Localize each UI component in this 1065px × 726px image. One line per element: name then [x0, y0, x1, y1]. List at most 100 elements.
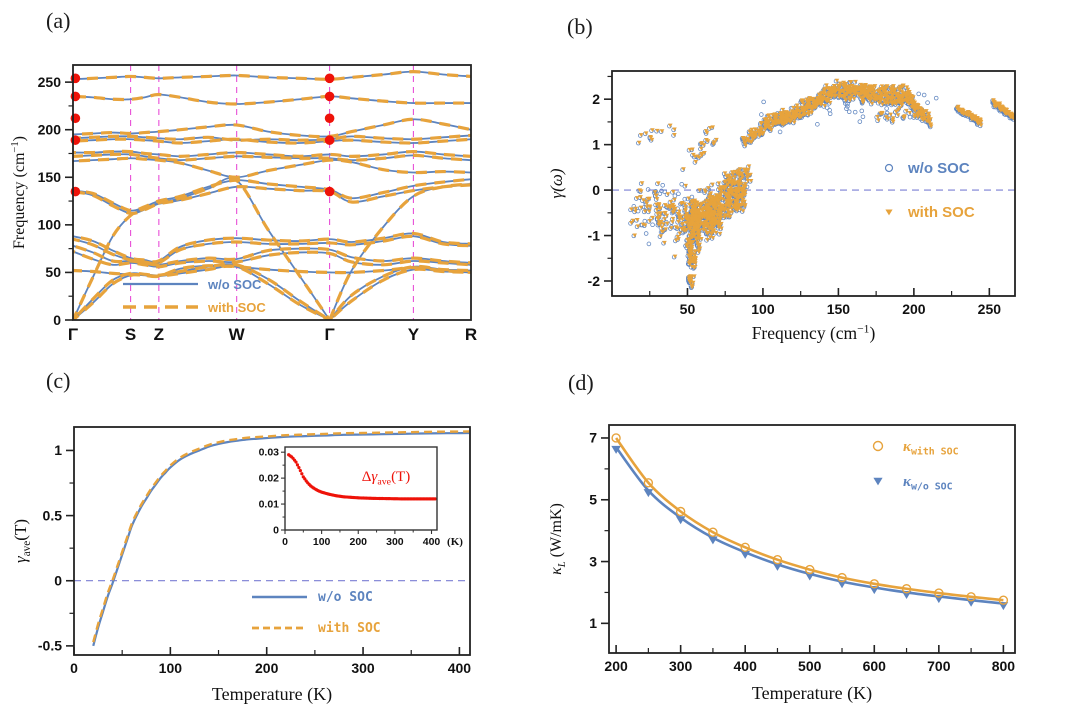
legend-marker-wo-soc: [873, 477, 883, 486]
inset-x-unit: (K): [447, 536, 463, 548]
kpoint-label: W: [229, 325, 246, 344]
panel-c-curves: [92, 430, 470, 647]
band-with-soc: [73, 183, 471, 216]
legend-marker-wo-soc: [884, 163, 894, 173]
y-tick-label: 1: [592, 136, 600, 152]
marker-circle-with-soc: [643, 478, 654, 488]
inset-x-tick-label: 400: [423, 536, 441, 548]
y-tick-label: -0.5: [38, 638, 62, 654]
x-tick-label: 400: [448, 660, 472, 676]
band-with-soc: [73, 156, 471, 179]
x-tick-label: 300: [351, 660, 375, 676]
raman-mode-dot: [324, 73, 335, 84]
band-with-soc: [73, 149, 471, 158]
y-tick-label: 7: [589, 430, 597, 446]
marker-circle-with-soc: [675, 506, 686, 517]
inset-y-tick-label: 0.03: [259, 447, 280, 459]
band-with-soc: [73, 92, 471, 106]
band-with-soc: [73, 177, 471, 213]
marker-triangle-wo-soc: [643, 489, 654, 498]
x-tick-label: 100: [159, 660, 183, 676]
legend-label-kappa-with-soc: κwith SOC: [903, 439, 959, 458]
x-tick-label: 700: [927, 658, 951, 674]
x-tick-label: 100: [751, 301, 775, 317]
panel-b-legend: w/o SOC with SOC: [884, 160, 975, 221]
y-tick-label: 50: [45, 264, 61, 280]
band-wo-soc: [73, 183, 471, 215]
marker-circle-with-soc: [805, 564, 815, 575]
marker-triangle-wo-soc: [772, 562, 783, 571]
legend-label-with-soc: with SOC: [318, 621, 381, 636]
kpoint-label: Γ: [324, 325, 334, 344]
marker-triangle-wo-soc: [837, 580, 847, 589]
panel-b-y-axis: -2 -1 0 1 2: [588, 75, 612, 289]
marker-triangle-wo-soc: [804, 572, 815, 581]
curve-kappa-with-soc: [615, 437, 1004, 602]
y-tick-label: 1: [589, 615, 597, 631]
y-tick-label: 0: [592, 182, 600, 198]
inset-y-tick-label: 0.02: [259, 473, 280, 485]
panel-b-x-title: Frequency (cm−1): [752, 323, 876, 343]
panel-d-y-title: κL (W/mK): [548, 503, 568, 575]
inset-title: Δγave(T): [362, 469, 410, 488]
panel-a-y-axis: 0 50 100 150 200 250: [38, 74, 73, 328]
inset-delta-gamma-points: [287, 453, 437, 501]
raman-mode-dot: [324, 113, 335, 124]
curve-with-soc: [92, 430, 470, 643]
panel-c-frame: [73, 426, 471, 656]
marker-triangle-wo-soc: [611, 445, 621, 454]
raman-mode-dot: [70, 113, 81, 124]
panel-c-plot: -0.5 0 0.5 1 0 100 200 300 400 γave(T) Temperature…: [11, 426, 471, 705]
inset-x-tick-label: 200: [349, 536, 367, 548]
y-tick-label: 250: [38, 74, 62, 90]
x-tick-label: 250: [978, 301, 1002, 317]
y-tick-label: 200: [38, 121, 62, 137]
marker-circle-with-soc: [966, 592, 976, 602]
y-tick-label: 100: [38, 217, 62, 233]
band-with-soc: [73, 234, 471, 266]
band-wo-soc: [73, 118, 471, 138]
x-tick-label: 400: [734, 658, 758, 674]
y-tick-label: -1: [588, 227, 601, 243]
legend-label-wo-soc: w/o SOC: [318, 590, 373, 605]
x-tick-label: 300: [669, 658, 693, 674]
inset-x-tick-label: 0: [282, 536, 288, 548]
band-with-soc: [73, 249, 471, 269]
x-tick-label: 50: [680, 301, 696, 317]
marker-circle-with-soc: [708, 527, 718, 537]
scatter-with-soc: [629, 78, 1015, 290]
y-tick-label: 0: [53, 312, 61, 328]
band-with-soc: [73, 137, 471, 145]
raman-mode-dot: [324, 91, 335, 102]
panel-b-frame: [611, 70, 1016, 297]
marker-circle-with-soc: [611, 433, 621, 443]
panel-b-label: (b): [567, 14, 593, 39]
phonon-bands: [73, 70, 471, 320]
y-tick-label: 3: [589, 553, 597, 569]
panel-b-scatter: [628, 78, 1015, 291]
legend-label-kappa-wo-soc: κw/o SOC: [903, 474, 953, 493]
panel-a-label: (a): [46, 8, 71, 33]
legend-label-wo-soc: w/o SOC: [207, 277, 262, 292]
panel-c-x-axis: 0 100 200 300 400: [70, 647, 471, 676]
band-with-soc: [73, 176, 471, 320]
panel-d-legend: κwith SOC κw/o SOC: [872, 439, 959, 493]
panel-b-y-title: γ(ω): [547, 168, 566, 198]
legend-label-with-soc: with SOC: [207, 300, 266, 315]
raman-mode-dot: [70, 135, 81, 145]
panel-d-plot: 1 3 5 7 200 300 400 500 600 700 800 κL (W/mK) Temper…: [548, 424, 1016, 704]
x-tick-label: 800: [992, 658, 1016, 674]
x-tick-label: 200: [604, 658, 628, 674]
legend-marker-with-soc: [885, 209, 893, 216]
panel-d-curves: [611, 433, 1009, 611]
panel-a-legend: w/o SOC with SOC: [123, 277, 266, 315]
inset-y-tick-label: 0.01: [259, 499, 280, 511]
inset-y-tick-label: 0: [273, 525, 279, 537]
marker-triangle-wo-soc: [901, 591, 912, 600]
kpoint-label: R: [465, 325, 477, 344]
y-tick-label: 150: [38, 169, 62, 185]
